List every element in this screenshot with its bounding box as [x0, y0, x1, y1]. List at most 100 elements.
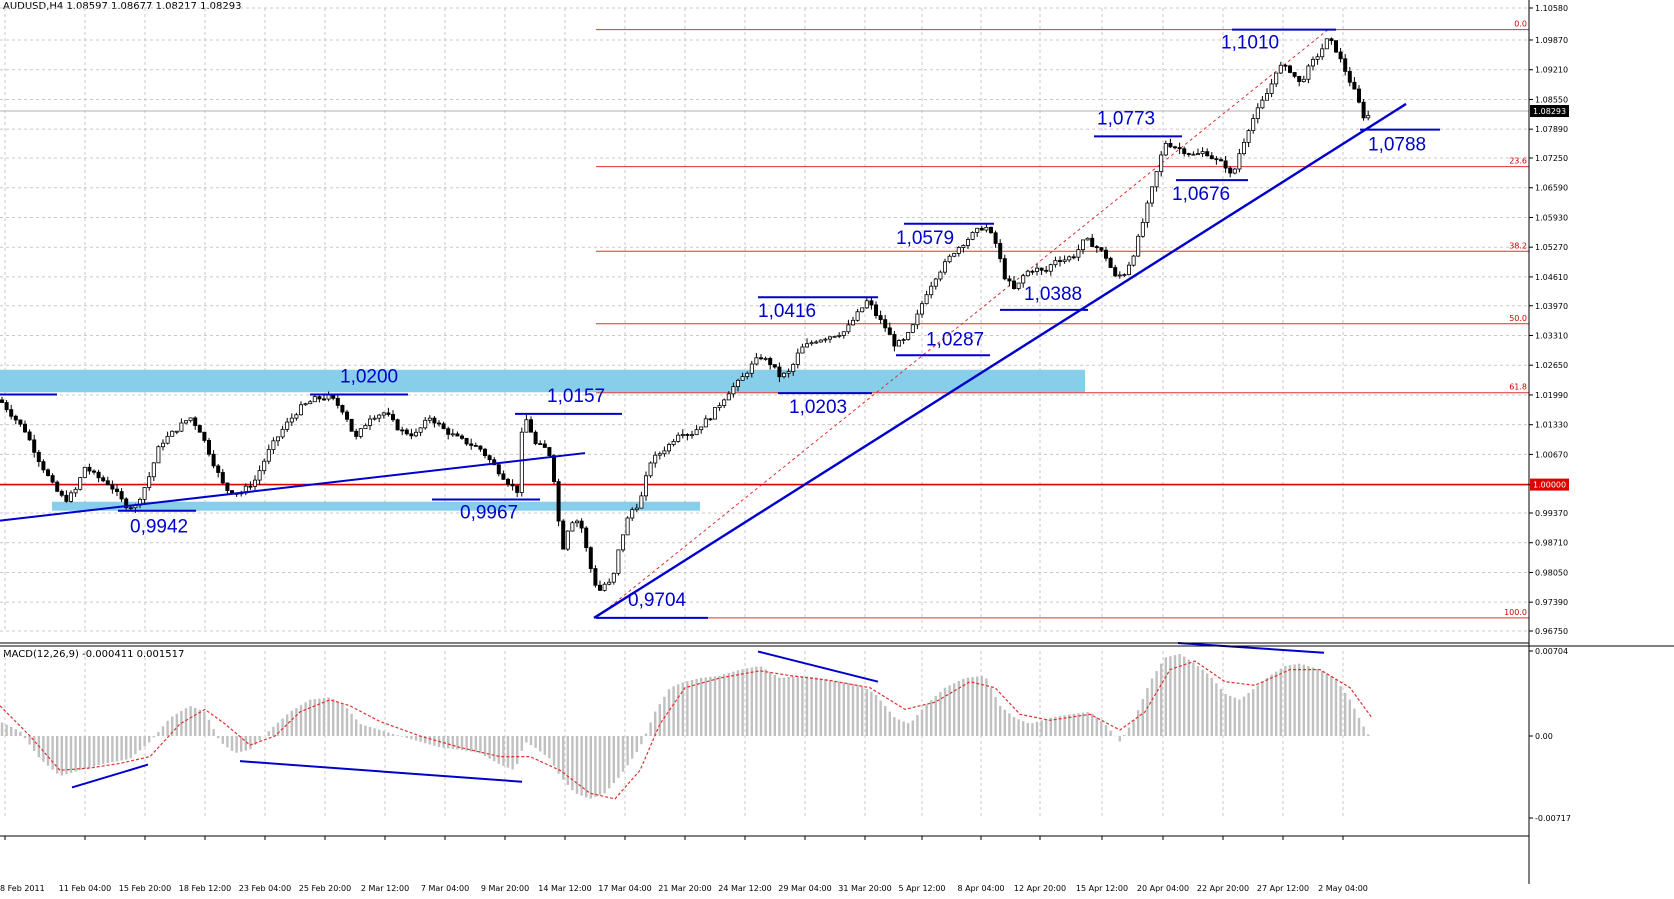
candle: [1288, 65, 1293, 73]
candle: [285, 421, 290, 430]
time-tick-label: 7 Mar 04:00: [421, 884, 469, 893]
candle: [147, 476, 152, 488]
price-annotation-label: 1,0200: [340, 367, 398, 388]
candle: [170, 430, 175, 437]
price-annotation-label: 1,0773: [1097, 108, 1155, 129]
time-tick-label: 25 Feb 20:00: [299, 884, 351, 893]
candle: [211, 453, 216, 467]
candle: [1196, 153, 1201, 156]
candle: [832, 335, 837, 338]
candle: [1030, 270, 1035, 273]
candle: [78, 477, 83, 490]
candle: [1228, 167, 1233, 174]
candle: [952, 253, 957, 257]
parity-level-badge: [1530, 478, 1569, 491]
candle: [1343, 58, 1348, 72]
candle: [404, 429, 409, 435]
candle: [1085, 237, 1090, 241]
macd-header: MACD(12,26,9) -0.000411 0.001517: [3, 649, 184, 660]
candle: [708, 418, 713, 421]
candle: [1154, 171, 1159, 188]
candle: [1347, 71, 1352, 83]
candle: [814, 341, 819, 344]
candle: [1297, 75, 1302, 82]
candle: [869, 300, 874, 306]
candle: [1278, 64, 1283, 74]
price-annotation-label: 1,1010: [1221, 33, 1279, 54]
candle: [648, 462, 653, 477]
candle: [183, 420, 188, 424]
candle: [828, 336, 833, 340]
time-tick-label: 24 Mar 12:00: [718, 884, 771, 893]
candle: [271, 440, 276, 450]
candle: [759, 357, 764, 360]
candle: [1140, 221, 1145, 237]
candle: [432, 417, 437, 424]
candle: [851, 319, 856, 326]
candle: [372, 417, 377, 420]
price-tick-label: 1.09210: [1535, 66, 1568, 75]
candle: [1232, 168, 1237, 174]
candle: [529, 419, 534, 433]
candle: [73, 488, 78, 494]
candle: [1283, 64, 1288, 67]
candle: [864, 300, 869, 309]
candle: [1012, 280, 1017, 289]
candle: [492, 459, 497, 466]
candle: [736, 379, 741, 387]
candle: [989, 226, 994, 234]
candle: [754, 357, 759, 365]
macd-divergence-line: [71, 763, 149, 789]
candle: [565, 530, 570, 550]
candle: [1338, 51, 1343, 60]
candle: [1329, 38, 1334, 42]
candle: [1007, 278, 1012, 282]
candle: [248, 485, 253, 488]
candle: [639, 495, 644, 509]
candle: [188, 417, 193, 422]
candle: [915, 313, 920, 326]
ohlc-label: 1.08597 1.08677 1.08217 1.08293: [66, 1, 242, 12]
time-tick-label: 15 Apr 12:00: [1076, 884, 1128, 893]
candle: [386, 412, 391, 415]
price-annotations: 1,0200 1,0157 0,9942 0,9967 0,9704 1,0203 1,04…: [130, 33, 1426, 611]
candle: [1108, 257, 1113, 268]
candle: [41, 461, 46, 471]
candle: [1090, 237, 1095, 247]
candle: [423, 419, 428, 429]
time-tick-label: 2 May 04:00: [1318, 884, 1368, 893]
macd-divergence-line: [757, 650, 879, 683]
candle: [1205, 151, 1210, 157]
candle: [340, 405, 345, 413]
candle: [1209, 155, 1214, 160]
candle: [579, 520, 584, 529]
candle: [377, 414, 382, 419]
time-tick-label: 5 Apr 12:00: [898, 884, 945, 893]
candle: [473, 445, 478, 447]
candle: [46, 469, 51, 476]
price-annotation-label: 1,0416: [758, 301, 816, 322]
candle: [699, 426, 704, 431]
candle: [50, 475, 55, 483]
fib-anchor-line: [595, 29, 1329, 619]
candle: [1062, 259, 1067, 262]
candle: [82, 466, 87, 479]
price-annotation-label: 0,9942: [130, 517, 188, 538]
candle: [1361, 101, 1366, 119]
candle: [841, 331, 846, 336]
price-tick-label: 1.02650: [1535, 361, 1568, 370]
candle: [519, 431, 524, 493]
candle: [193, 417, 198, 426]
price-annotation-label: 1,0203: [789, 397, 847, 418]
macd-divergence-line: [1177, 642, 1325, 654]
candle: [818, 339, 823, 343]
candle: [413, 431, 418, 437]
price-tick-label: 1.08550: [1535, 95, 1568, 104]
price-tick-label: 1.01330: [1535, 421, 1568, 430]
candle: [294, 414, 299, 419]
candle: [446, 428, 451, 435]
current-price-badge: [1530, 105, 1569, 118]
candle: [897, 340, 902, 347]
time-tick-label: 2 Mar 12:00: [361, 884, 409, 893]
